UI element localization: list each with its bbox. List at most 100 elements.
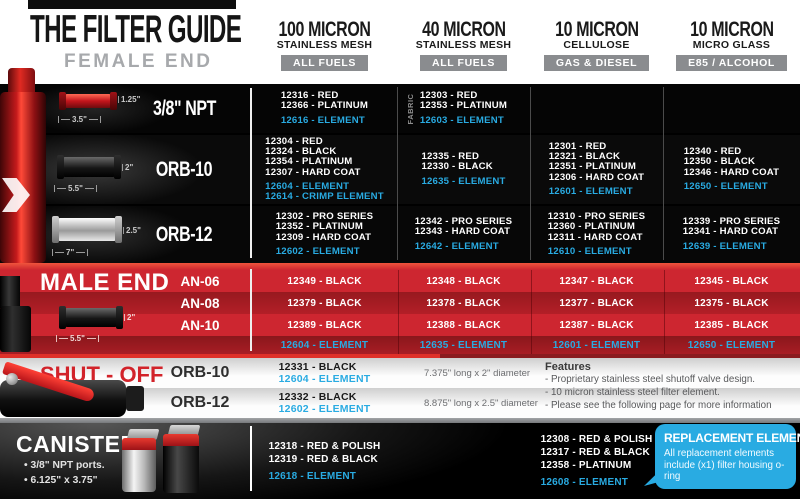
dimension-width: 7" [52, 248, 89, 257]
canister-specs: • 3/8" NPT ports. • 6.125" x 3.75" [24, 459, 105, 488]
column-divider [664, 270, 665, 354]
table-row-shutoff-orb10: ORB-10 12331 - BLACK 12604 - ELEMENT 7.3… [0, 358, 800, 388]
part-number: 12345 - BLACK [694, 275, 769, 287]
media-label: STAINLESS MESH [415, 39, 512, 51]
page-title-text: THE FILTER GUIDE [30, 8, 242, 51]
list-item: - Please see the following page for more… [545, 400, 772, 412]
element-number: 12639 - ELEMENT [682, 240, 767, 252]
part-number: 12378 - BLACK [426, 297, 501, 309]
element-number: 12604 - ELEMENT [278, 372, 371, 385]
table-row-an06: AN-06 12349 - BLACK 12348 - BLACK 12347 … [0, 270, 800, 292]
female-end-section: 1.25" 3.5" 3/8" NPT 12316 - RED 12366 - P… [0, 84, 800, 263]
page-title: THE FILTER GUIDE [30, 8, 371, 52]
part-number: 12304 - RED [265, 135, 323, 147]
canister-body [163, 446, 199, 493]
inline-filter-photo-black [57, 155, 121, 179]
part-number: 12317 - RED & BLACK [540, 447, 650, 458]
features-title: Features [545, 361, 591, 373]
dimension-height: 2" [122, 163, 133, 172]
row-label-orb12: ORB-12 [155, 222, 213, 246]
part-number: 12324 - BLACK [265, 146, 337, 158]
part-number: 12352 - PLATINUM [275, 221, 364, 233]
part-number: 12321 - BLACK [548, 151, 621, 163]
part-number: 12332 - BLACK [278, 390, 357, 403]
label-column-divider [250, 426, 252, 491]
aeromotive-logo [2, 178, 30, 212]
inline-filter-photo-chrome [52, 216, 122, 243]
element-number: 12604 - ELEMENT [280, 339, 369, 351]
row-label-npt: 3/8" NPT [152, 96, 216, 120]
parts-cell: 12301 - RED 12321 - BLACK 12351 - PLATINUM… [531, 135, 662, 204]
section-divider-gray [0, 418, 800, 423]
list-item: • 6.125" x 3.75" [24, 474, 98, 486]
part-number: 12353 - PLATINUM [419, 100, 508, 112]
table-row-orb12: 2.5" 7" ORB-12 12302 - PRO SERIES 12352 -… [0, 204, 800, 263]
part-number: 12307 - HARD COAT [265, 166, 361, 178]
part-number: 12388 - BLACK [426, 319, 501, 331]
element-number: 12618 - ELEMENT [268, 470, 357, 482]
parts-cell: 12331 - BLACK 12604 - ELEMENT [253, 358, 396, 388]
canister-red-cap [122, 438, 156, 450]
dimension-height: 1.25" [118, 95, 140, 104]
callout-title: REPLACEMENT ELEMENTS [664, 431, 800, 445]
valve-tip [126, 386, 144, 411]
row-label-an10: AN-10 [180, 317, 220, 333]
column-header-40-micron: 40 MICRON STAINLESS MESH ALL FUELS [398, 18, 529, 82]
part-number: 12360 - PLATINUM [547, 221, 636, 233]
column-divider [663, 87, 664, 260]
element-number: 12642 - ELEMENT [414, 240, 499, 252]
label-column-divider [250, 88, 252, 258]
column-header-100-micron: 100 MICRON STAINLESS MESH ALL FUELS [253, 19, 396, 82]
canister-body [122, 450, 156, 492]
micron-label: 10 MICRON [689, 18, 774, 41]
parts-cell-empty [664, 84, 799, 133]
fuel-badge: E85 / ALCOHOL [676, 55, 787, 71]
element-number: 12610 - ELEMENT [547, 245, 632, 257]
part-number: 12302 - PRO SERIES [275, 211, 374, 223]
parts-cell: 12340 - RED 12350 - BLACK 12346 - HARD COA… [664, 135, 799, 204]
row-label-orb12: ORB-12 [170, 394, 230, 411]
female-end-heading: FEMALE END [64, 51, 213, 72]
parts-cell: 12308 - RED & POLISH 12317 - RED & BLACK 1… [531, 423, 662, 499]
part-number: 12354 - PLATINUM [265, 156, 353, 168]
parts-cell-empty [531, 84, 662, 133]
dimension-width: 5.5" [56, 334, 99, 343]
element-number: 12608 - ELEMENT [540, 477, 629, 488]
media-label: CELLULOSE [563, 39, 630, 51]
part-number: 12306 - HARD COAT [548, 171, 645, 183]
canister-heading: CANISTER [16, 431, 138, 457]
part-number: 12389 - BLACK [287, 319, 362, 331]
size-note: 7.375" long x 2" diameter [424, 367, 531, 379]
column-divider [397, 87, 398, 260]
part-number: 12308 - RED & POLISH [540, 434, 653, 445]
part-number: 12340 - RED [683, 146, 742, 158]
shutoff-valve-photo [0, 358, 150, 418]
part-number: 12351 - PLATINUM [548, 161, 637, 173]
table-row-an08: AN-08 12379 - BLACK 12378 - BLACK 12377 … [0, 292, 800, 314]
parts-cell: 12342 - PRO SERIES 12343 - HARD COAT 1264… [398, 206, 529, 263]
part-number: 12341 - HARD COAT [682, 226, 779, 238]
element-number: 12614 - CRIMP ELEMENT [265, 190, 384, 202]
inline-filter-photo-red [59, 92, 117, 110]
part-number: 12331 - BLACK [278, 360, 357, 373]
canister-photo-chrome [122, 429, 160, 493]
dimension-height: 2" [124, 313, 135, 322]
fitting-tube [0, 276, 20, 308]
part-number: 12342 - PRO SERIES [414, 216, 513, 228]
an-fitting-photo [0, 268, 32, 354]
canister-neck [8, 68, 35, 94]
row-label-orb10: ORB-10 [170, 364, 230, 381]
element-number: 12604 - ELEMENT [265, 180, 350, 192]
table-row-npt: 1.25" 3.5" 3/8" NPT 12316 - RED 12366 - P… [0, 84, 800, 133]
part-number: 12375 - BLACK [694, 297, 769, 309]
features-block: Features - Proprietary stainless steel s… [545, 361, 795, 413]
row-label-orb10: ORB-10 [155, 157, 213, 181]
row-label-an08: AN-08 [180, 295, 220, 311]
list-item: - Proprietary stainless steel shutoff va… [545, 374, 756, 385]
element-number: 12650 - ELEMENT [683, 180, 768, 192]
part-number: 12310 - PRO SERIES [547, 211, 646, 223]
micron-label: 40 MICRON [421, 18, 506, 41]
part-number: 12379 - BLACK [287, 297, 362, 309]
media-label: STAINLESS MESH [276, 39, 373, 51]
callout-body: All replacement elements include (x1) fi… [664, 448, 785, 482]
